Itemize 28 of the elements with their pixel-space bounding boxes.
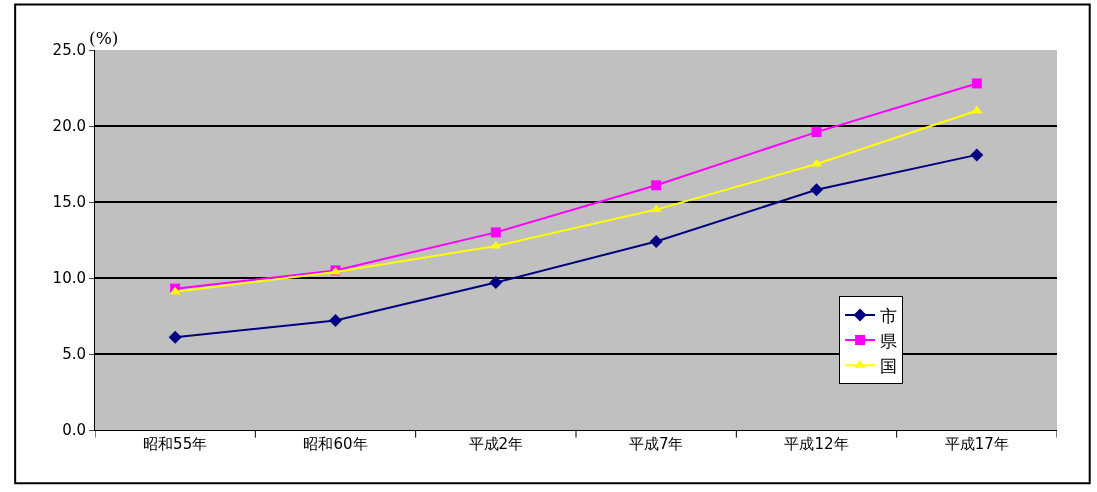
point [489,276,503,290]
point [811,127,822,138]
legend-label: 国 [880,355,898,376]
point [810,183,823,197]
x-tick-label: 平成7年 [628,435,684,453]
point [649,235,663,249]
point [971,78,982,89]
y-tick-label: 0.0 [62,421,86,440]
point [970,148,984,162]
legend-label: 県 [880,330,898,351]
y-axis-title: (%) [89,28,119,48]
point [490,227,501,238]
x-tick-label: 昭和55年 [143,435,208,453]
x-tick-label: 平成2年 [468,435,524,453]
legend-label: 市 [880,305,898,326]
point [971,105,983,114]
point [168,330,182,344]
point [329,314,342,328]
point [650,204,662,213]
x-tick-label: 平成17年 [944,435,1009,453]
y-tick-label: 25.0 [52,41,86,60]
y-tick-label: 15.0 [52,193,86,212]
y-tick-label: 20.0 [52,117,86,136]
y-tick-label: 5.0 [62,345,86,364]
y-tick-label: 10.0 [52,269,86,288]
point [651,180,662,191]
x-tick-label: 平成12年 [784,435,849,453]
x-tick-label: 昭和60年 [303,435,368,453]
